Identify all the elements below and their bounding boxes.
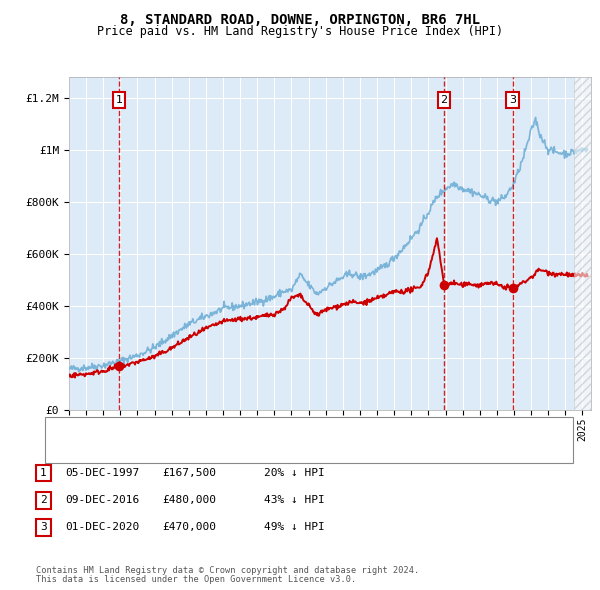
Text: 05-DEC-1997: 05-DEC-1997 (65, 468, 139, 478)
Text: 2: 2 (440, 95, 448, 105)
Text: £480,000: £480,000 (162, 496, 216, 505)
Text: 43% ↓ HPI: 43% ↓ HPI (264, 496, 325, 505)
Text: 3: 3 (509, 95, 516, 105)
Text: 8, STANDARD ROAD, DOWNE, ORPINGTON, BR6 7HL (detached house): 8, STANDARD ROAD, DOWNE, ORPINGTON, BR6 … (72, 425, 432, 435)
Text: —: — (56, 422, 65, 438)
Text: Price paid vs. HM Land Registry's House Price Index (HPI): Price paid vs. HM Land Registry's House … (97, 25, 503, 38)
Text: Contains HM Land Registry data © Crown copyright and database right 2024.: Contains HM Land Registry data © Crown c… (36, 566, 419, 575)
Text: 09-DEC-2016: 09-DEC-2016 (65, 496, 139, 505)
Text: HPI: Average price, detached house, Bromley: HPI: Average price, detached house, Brom… (72, 445, 330, 455)
Text: 2: 2 (40, 496, 47, 505)
Text: 49% ↓ HPI: 49% ↓ HPI (264, 523, 325, 532)
Text: 1: 1 (115, 95, 122, 105)
Text: —: — (56, 442, 65, 458)
Text: This data is licensed under the Open Government Licence v3.0.: This data is licensed under the Open Gov… (36, 575, 356, 584)
Text: £167,500: £167,500 (162, 468, 216, 478)
Bar (574, 77, 591, 410)
Text: £470,000: £470,000 (162, 523, 216, 532)
Text: 3: 3 (40, 523, 47, 532)
Text: 20% ↓ HPI: 20% ↓ HPI (264, 468, 325, 478)
Text: 8, STANDARD ROAD, DOWNE, ORPINGTON, BR6 7HL: 8, STANDARD ROAD, DOWNE, ORPINGTON, BR6 … (120, 13, 480, 27)
Text: 1: 1 (40, 468, 47, 478)
Text: 01-DEC-2020: 01-DEC-2020 (65, 523, 139, 532)
